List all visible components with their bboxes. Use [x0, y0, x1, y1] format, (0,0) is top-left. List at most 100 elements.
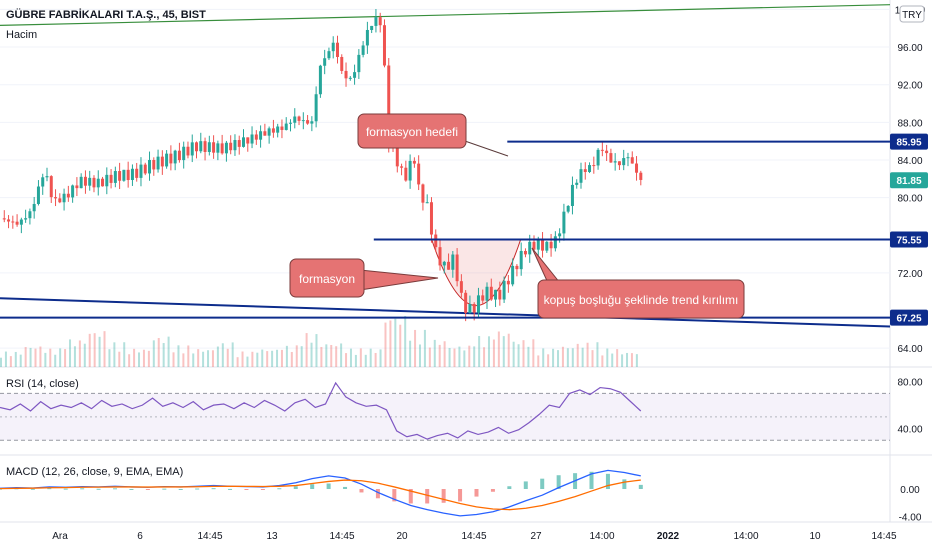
volume-bar	[458, 346, 461, 367]
candle-body	[412, 160, 416, 164]
candle-body	[340, 56, 344, 71]
volume-bar	[448, 347, 451, 367]
candle-body	[417, 163, 421, 185]
candle-body	[105, 174, 109, 187]
macd-histogram-bar	[589, 471, 594, 489]
volume-bar	[497, 331, 500, 367]
volume-bar	[364, 354, 367, 367]
time-tick-label: 13	[266, 531, 278, 542]
rsi-title: RSI (14, close)	[6, 378, 79, 390]
volume-bar	[389, 320, 392, 367]
candle-body	[267, 128, 271, 136]
candle-body	[404, 167, 408, 181]
volume-bar	[305, 333, 308, 367]
macd-histogram-bar	[63, 488, 68, 490]
macd-histogram-bar	[47, 488, 52, 490]
candle-body	[626, 157, 630, 159]
macd-histogram-bar	[310, 484, 315, 489]
candle-body	[148, 160, 152, 174]
volume-bar	[418, 344, 421, 367]
volume-bar	[187, 345, 190, 367]
signal-line	[0, 479, 641, 511]
macd-histogram-bar	[359, 489, 364, 493]
candle-body	[481, 295, 485, 301]
callout-pattern-text: formasyon	[299, 272, 355, 286]
candle-body	[96, 178, 100, 188]
candle-body	[306, 120, 310, 124]
candle-body	[438, 247, 442, 266]
candle-body	[353, 72, 357, 78]
candle-body	[203, 141, 207, 152]
volume-bar	[532, 339, 535, 367]
candle-body	[365, 29, 369, 46]
candle-body	[494, 289, 498, 300]
currency-label[interactable]: TRY	[902, 10, 922, 21]
candle-body	[156, 156, 160, 170]
volume-bar	[207, 350, 210, 367]
volume-bar	[167, 336, 170, 367]
currency-button[interactable]: TRY	[899, 5, 925, 23]
volume-bar	[29, 347, 32, 367]
candle-body	[75, 185, 79, 189]
price-tick-label: 92.00	[897, 81, 922, 92]
candle-body	[515, 265, 519, 270]
volume-bar	[93, 333, 96, 367]
candle-body	[101, 178, 105, 187]
price-tick-label: 80.00	[897, 194, 922, 205]
candle-body	[109, 174, 113, 183]
candle-body	[327, 51, 331, 59]
volume-bar	[182, 353, 185, 367]
macd-histogram-bar	[80, 488, 85, 490]
volume-bar	[409, 340, 412, 367]
volume-bar	[379, 349, 382, 367]
volume-bar	[241, 351, 244, 367]
candle-body	[374, 17, 378, 26]
volume-bar	[552, 348, 555, 367]
candle-body	[506, 280, 510, 285]
candle-body	[19, 219, 23, 225]
candle-body	[387, 65, 391, 145]
candle-body	[592, 165, 596, 167]
candle-body	[357, 54, 361, 73]
volume-bar	[39, 346, 42, 367]
callout-target-text: formasyon hedefi	[366, 125, 458, 139]
macd-histogram-bar	[293, 486, 298, 489]
volume-bar	[394, 318, 397, 367]
callouts: formasyon hedefi formasyon kopuş boşluğu…	[289, 113, 745, 319]
volume-bar	[192, 353, 195, 367]
volume-bar	[123, 342, 126, 367]
macd-histogram-bar	[490, 489, 495, 492]
candle-body	[485, 286, 489, 301]
volume-bar	[103, 331, 106, 367]
volume-bar	[162, 343, 165, 367]
volume-bar	[256, 352, 259, 367]
candle-body	[79, 176, 83, 189]
price-tick-label: 64.00	[897, 344, 922, 355]
price-tag-85.95	[890, 133, 928, 150]
candle-body	[498, 289, 502, 300]
volume-bar	[512, 341, 515, 367]
volume-bar	[177, 345, 180, 367]
candle-body	[66, 193, 70, 198]
volume-bar	[44, 352, 47, 367]
volume-bar	[133, 348, 136, 367]
candle-body	[207, 142, 211, 152]
volume-bar	[542, 348, 545, 367]
volume-bar	[591, 350, 594, 367]
candle-body	[630, 157, 634, 164]
candle-body	[233, 140, 237, 151]
time-tick-label: Ara	[52, 531, 68, 542]
macd-histogram-bar	[211, 488, 216, 490]
currency-button-frame[interactable]	[899, 5, 925, 23]
macd-histogram-bar	[277, 488, 282, 490]
price-candles	[2, 8, 643, 322]
symbol-title: GÜBRE FABRİKALARI T.A.Ş., 45, BIST	[6, 8, 206, 21]
price-tag-label: 81.85	[896, 176, 921, 187]
volume-bar	[128, 354, 131, 367]
time-tick-label: 27	[530, 531, 542, 542]
candle-body	[177, 150, 181, 161]
rsi-tick-label: 80.00	[897, 378, 922, 389]
volume-bar	[315, 334, 318, 367]
volume-bar	[611, 353, 614, 367]
